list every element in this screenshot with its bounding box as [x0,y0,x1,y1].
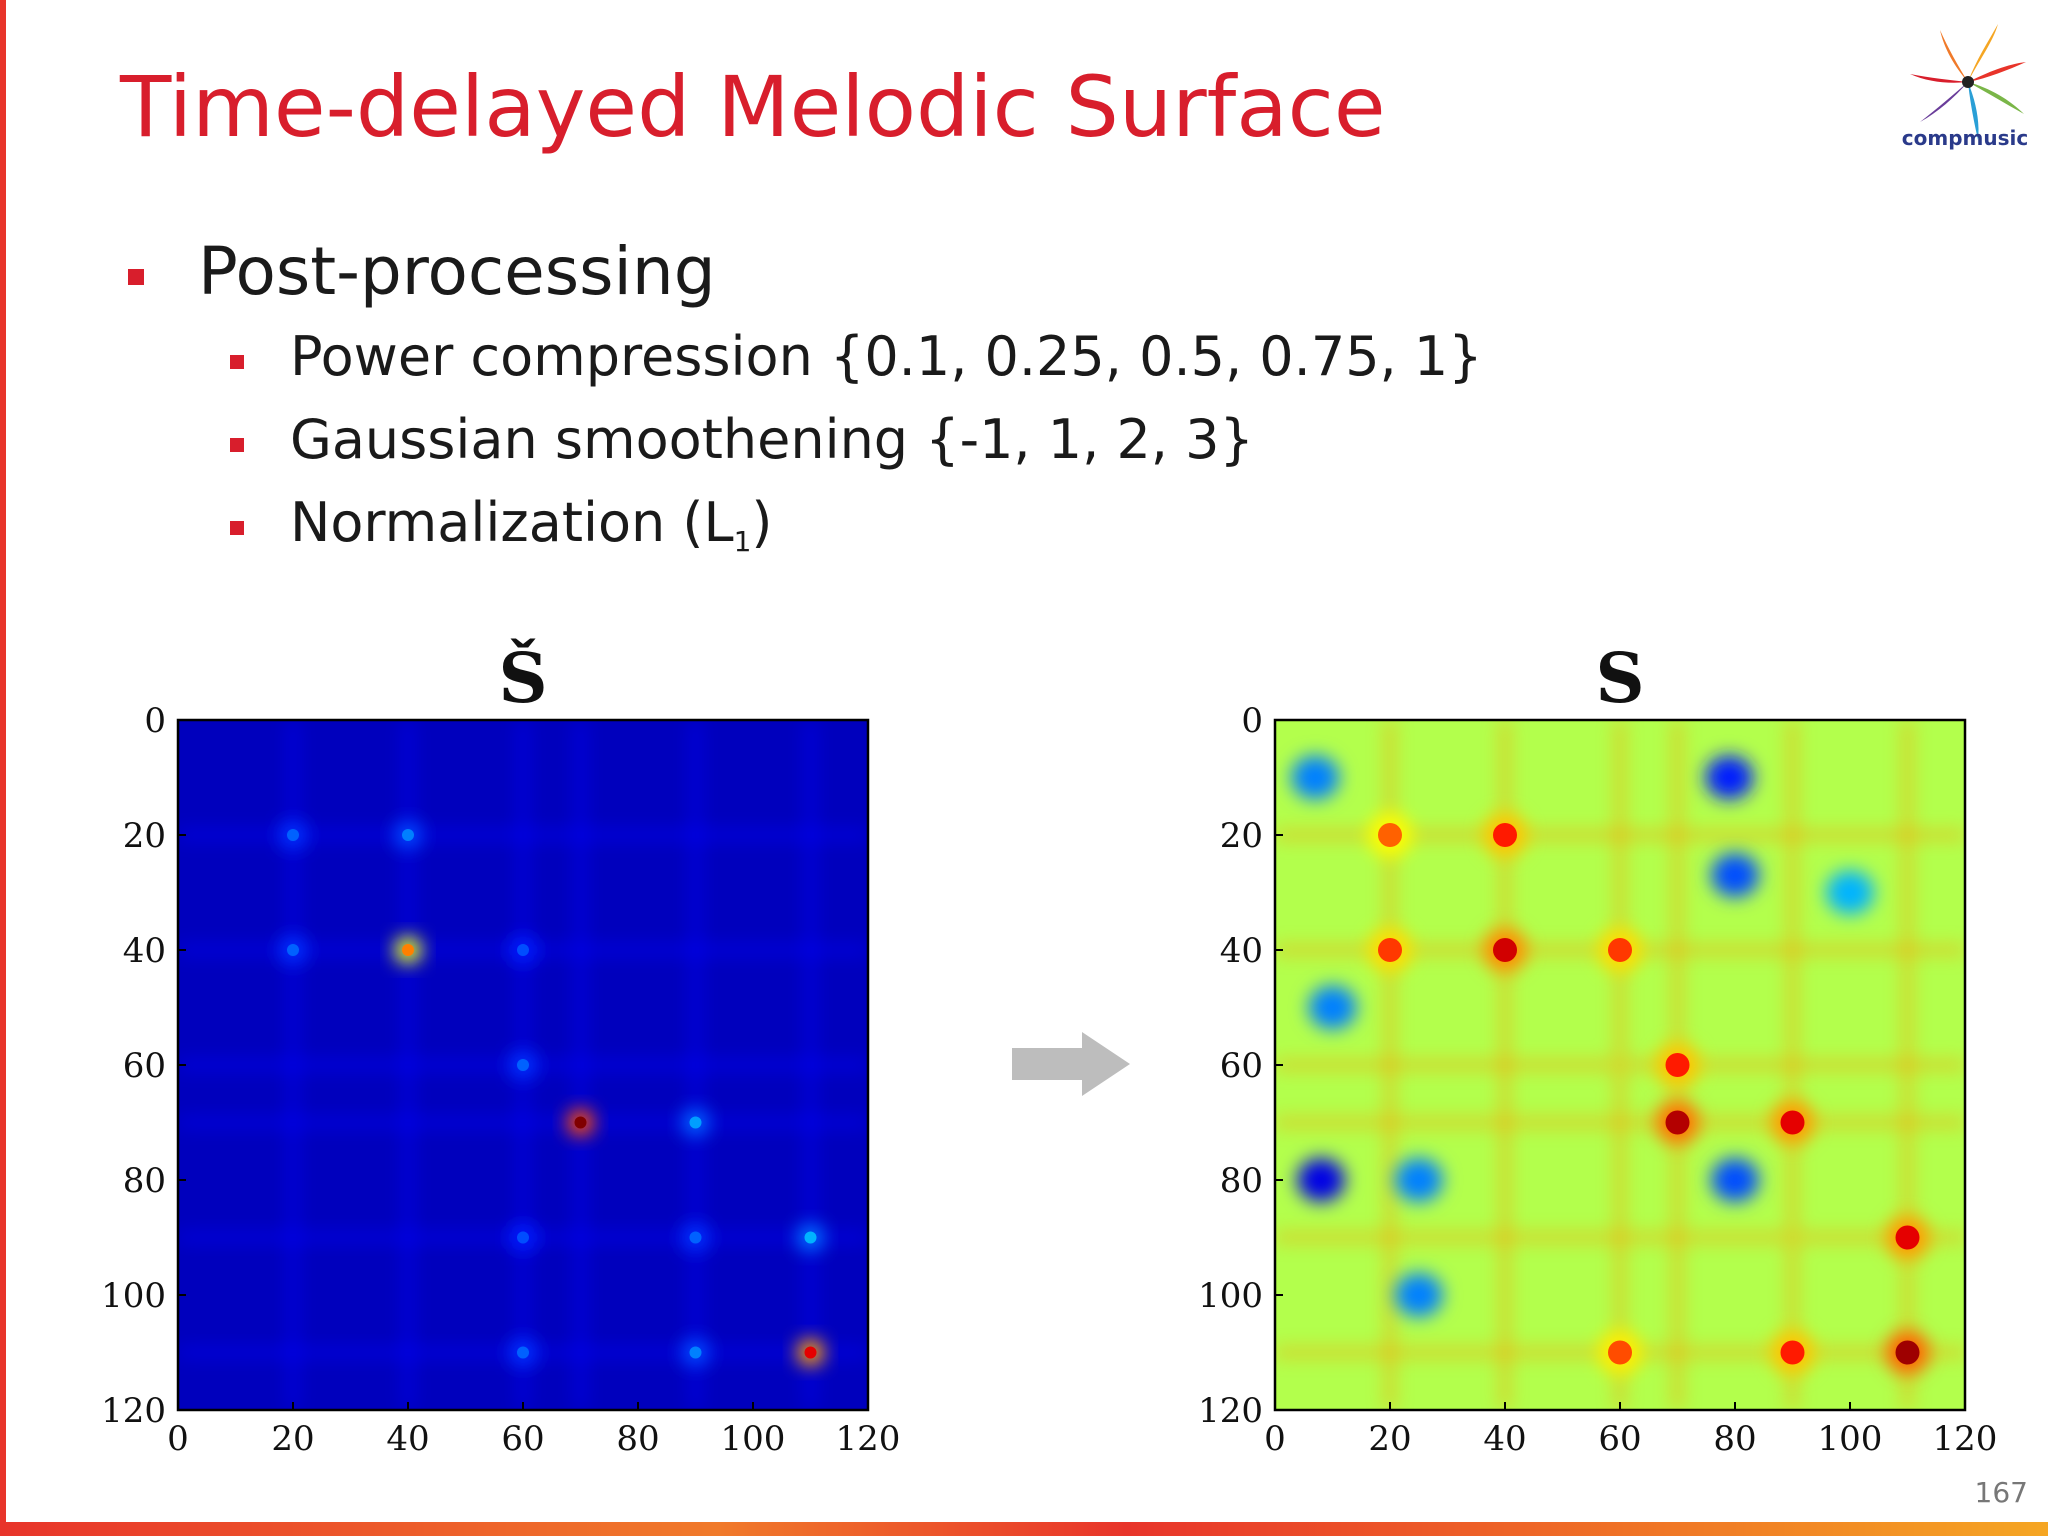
x-tick-label: 40 [1483,1419,1526,1459]
heatmap-low-spot [1291,755,1340,800]
chart-title: Š [498,639,547,719]
heatmap-peak [287,829,299,841]
heatmap-grid-line [178,720,868,1410]
heatmap-peak [517,944,529,956]
heatmap-peak [1895,1340,1920,1365]
y-tick-label: 20 [1220,816,1263,856]
bullet-square-icon [230,521,244,535]
heatmap-peak [1780,1340,1805,1365]
slide-title: Time-delayed Melodic Surface [120,58,1386,156]
heatmap-peak [287,944,299,956]
chart-title: S [1595,639,1644,719]
heatmap-peak [517,1231,529,1244]
heatmap-peak [1493,823,1517,847]
bullet-text: Normalization (L1) [290,491,773,558]
heatmap-low-spot [1297,1158,1345,1202]
heatmap-low-spot [1394,1273,1443,1317]
heatmap-peak [1895,1225,1920,1250]
y-tick-label: 120 [1198,1391,1263,1431]
heatmap-peak [1608,1340,1632,1365]
x-tick-label: 80 [616,1419,659,1459]
y-tick-label: 20 [123,816,166,856]
y-tick-label: 80 [123,1161,166,1201]
x-tick-label: 120 [1933,1419,1998,1459]
heatmap-peak [804,1346,817,1359]
bullet-square-icon [230,355,244,369]
heatmap-peak [1665,1110,1690,1135]
y-tick-label: 0 [1241,701,1263,741]
x-tick-label: 20 [271,1419,314,1459]
x-tick-label: 60 [501,1419,544,1459]
heatmap-low-spot [1711,853,1759,898]
heatmap-low-spot [1308,985,1357,1030]
bullet-text: Gaussian smoothening {-1, 1, 2, 3} [290,408,1254,471]
heatmap-low-spot [1705,755,1754,800]
right-arrow-icon [1012,1032,1130,1096]
y-tick-label: 60 [123,1046,166,1086]
heatmap-peak [1665,1053,1690,1077]
heatmap-peak [689,1231,702,1244]
footer-band [0,1522,2048,1536]
x-tick-label: 0 [167,1419,189,1459]
bullet-square-icon [128,269,144,285]
heatmap-low-spot [1711,1158,1759,1202]
x-tick-label: 100 [721,1419,786,1459]
heatmap-peak [689,1346,702,1359]
x-tick-label: 100 [1818,1419,1883,1459]
x-tick-label: 40 [386,1419,429,1459]
heatmap-peak [1608,938,1632,962]
heatmap-peak [402,829,414,841]
x-tick-label: 120 [836,1419,901,1459]
x-tick-label: 20 [1368,1419,1411,1459]
y-tick-label: 60 [1220,1046,1263,1086]
heatmap-peak [517,1346,529,1359]
heatmap-low-spot [1394,1158,1443,1202]
y-tick-label: 0 [144,701,166,741]
heatmap-peak [1780,1110,1805,1135]
heatmap-grid-line [1275,720,1965,1410]
heatmap-peak [1378,823,1402,847]
bullet-text: Post-processing [198,233,716,310]
compmusic-logo-icon [1910,24,2026,140]
heatmap-peak [402,944,414,956]
y-tick-label: 100 [101,1276,166,1316]
logo-text: compmusic [1901,126,2029,150]
y-tick-label: 80 [1220,1161,1263,1201]
heatmap-peak [804,1231,817,1244]
y-tick-label: 120 [101,1391,166,1431]
x-tick-label: 0 [1264,1419,1286,1459]
x-tick-label: 60 [1598,1419,1641,1459]
page-number: 167 [1974,1476,2028,1509]
heatmap-peak [1378,938,1402,962]
x-tick-label: 80 [1713,1419,1756,1459]
heatmap-low-spot [1826,870,1874,915]
y-tick-label: 40 [123,931,166,971]
heatmap-peak [574,1116,587,1129]
heatmap-peak [517,1059,529,1071]
heatmap-grid-line [1275,720,1965,1410]
y-tick-label: 40 [1220,931,1263,971]
bullet-square-icon [230,438,244,452]
left-accent-rule [0,0,6,1536]
bullet-text: Power compression {0.1, 0.25, 0.5, 0.75,… [290,325,1483,388]
heatmap-peak [1493,938,1517,962]
heatmap-peak [689,1116,702,1129]
y-tick-label: 100 [1198,1276,1263,1316]
